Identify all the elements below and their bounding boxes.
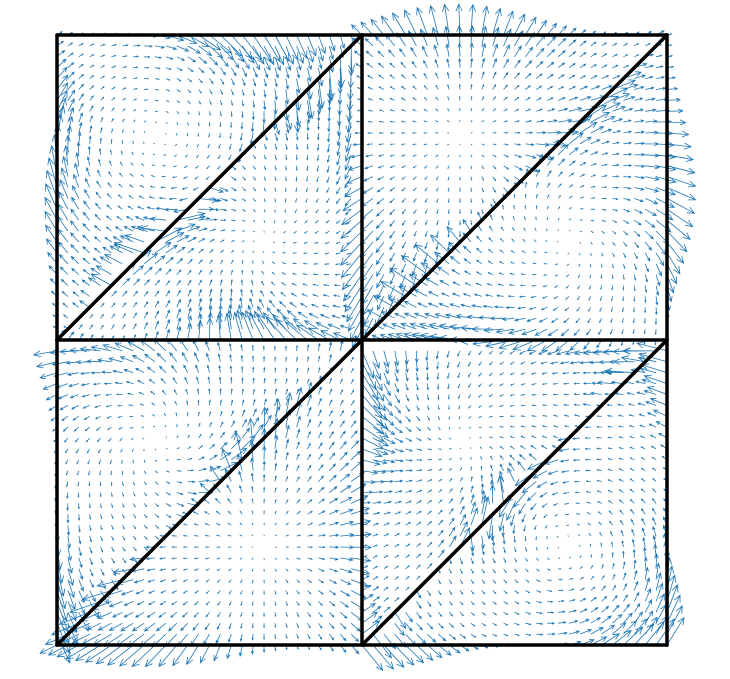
mesh-edge [360, 338, 669, 647]
quiver-arrow-set [32, 3, 697, 672]
quiver-arrows [32, 3, 697, 672]
mesh-edge [360, 33, 669, 342]
mesh-edge [55, 338, 364, 647]
triangular-mesh [55, 33, 669, 647]
mesh-edge [55, 33, 364, 342]
